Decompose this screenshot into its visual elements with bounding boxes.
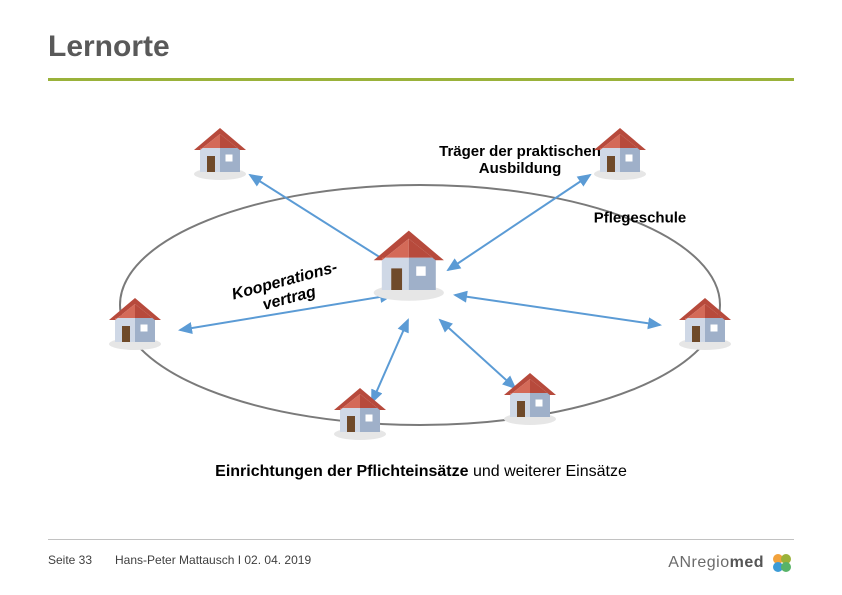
house-icon (103, 288, 167, 352)
logo-pre: ANregio (668, 554, 729, 571)
house-icon (498, 363, 562, 427)
page-number: Seite 33 (48, 553, 92, 567)
house-icon (673, 288, 737, 352)
slide-title: Lernorte (48, 30, 170, 64)
title-underline (48, 78, 794, 81)
label-kooperationsvertrag: Kooperations- vertrag (230, 259, 344, 321)
footer-rule (48, 539, 794, 540)
author-date: Hans-Peter Mattausch I 02. 04. 2019 (115, 553, 311, 567)
logo-bold: med (730, 554, 764, 571)
clover-icon (770, 551, 794, 575)
diagram-caption: Einrichtungen der Pflichteinsätze und we… (0, 463, 842, 481)
house-icon (588, 118, 652, 182)
connection-arrow (455, 295, 660, 325)
house-icon (328, 378, 392, 442)
caption-rest: und weiterer Einsätze (469, 463, 627, 480)
logo-text: ANregiomed (668, 554, 764, 572)
network-diagram: Träger der praktischen Ausbildung Pflege… (100, 120, 740, 450)
caption-bold: Einrichtungen der Pflichteinsätze (215, 463, 468, 480)
footer-logo: ANregiomed (668, 551, 794, 575)
connection-arrow (448, 175, 590, 270)
label-traeger: Träger der praktischen Ausbildung (439, 143, 601, 178)
house-center-icon (366, 217, 452, 303)
label-pflegeschule: Pflegeschule (594, 209, 687, 226)
house-icon (188, 118, 252, 182)
